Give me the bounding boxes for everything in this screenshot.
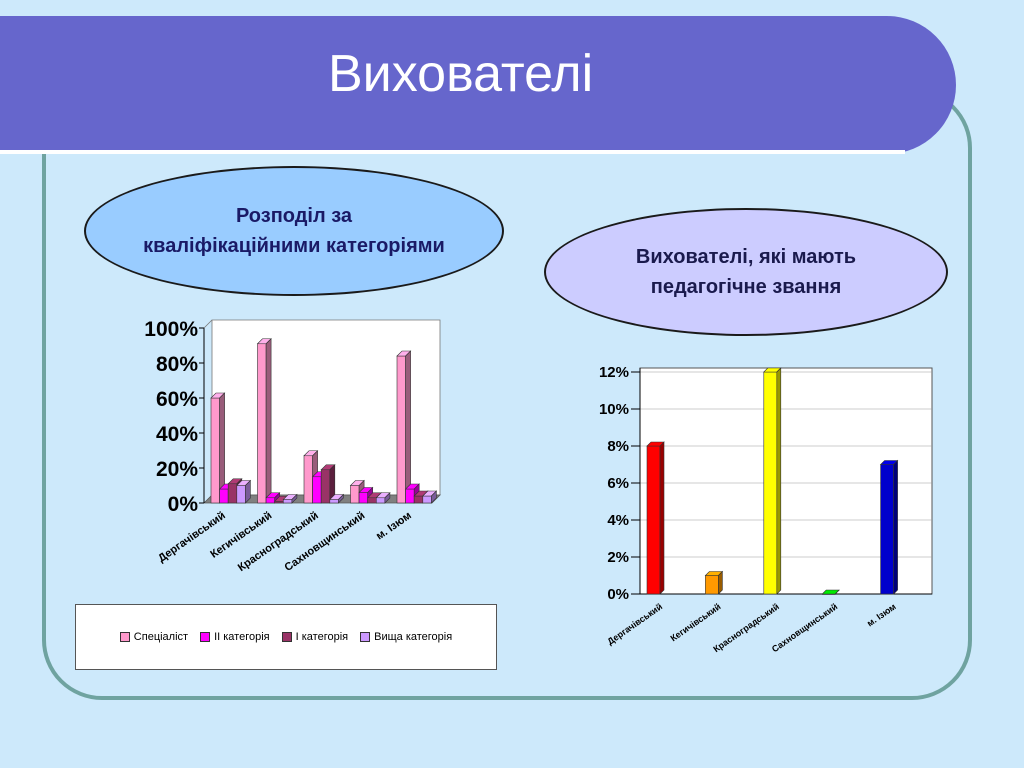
bar-4-front [880,464,894,595]
x-tick-label: Дергачівський [605,601,664,646]
bar-4-side [893,459,898,595]
y-tick-label: 20% [156,458,198,481]
y-tick-label: 60% [156,388,198,411]
title-bar [0,16,956,154]
bar-1-3 [282,493,298,504]
bar-2-front [763,371,778,595]
bar-0-3 [236,479,252,504]
bar-2-2 [320,464,336,504]
y-tick-label: 4% [607,512,629,529]
x-tick-label: м. Ізюм [865,601,898,628]
legend-label: Вища категорія [374,631,453,643]
bar-3 [821,589,840,595]
legend-label: І категорія [295,631,349,643]
y-tick-label: 8% [607,438,629,455]
bar-2 [763,367,782,595]
bar-0-front [646,445,661,595]
y-tick-label: 6% [607,475,629,492]
legend-item: І категорія [281,631,349,643]
bar-2-3 [329,493,345,504]
bar-1 [704,570,724,595]
slide-title: Вихователі [328,45,594,103]
bar-4 [879,459,899,595]
bar-2-side [776,367,782,595]
legend-swatch [360,632,371,642]
y-tick-label: 100% [144,318,198,341]
legend-label: ІІ категорія [214,631,270,643]
legend-item: Спеціаліст [119,631,189,643]
legend-swatch [119,632,130,642]
bar-3-3-side [384,492,391,504]
legend-item: Вища категорія [360,631,452,643]
y-axis-top-edge [203,319,213,329]
y-tick-label: 40% [156,423,198,446]
left-caption-ellipse: Розподіл за кваліфікаційними категоріями [84,166,504,296]
legend-label: Спеціаліст [133,631,189,643]
y-tick-label: 10% [599,401,629,418]
x-tick-label: Кегичівський [669,601,723,643]
legend-swatch [200,632,211,642]
y-tick-label: 0% [607,586,629,603]
right-caption-text: Вихователі, які мають педагогічне звання [635,246,857,298]
bar-2-3-side [338,493,344,504]
y-tick-label: 2% [607,549,629,566]
bar-0-0 [210,392,226,504]
right-caption-ellipse: Вихователі, які мають педагогічне звання [544,208,948,336]
y-tick-label: 12% [599,364,629,381]
legend-item: ІІ категорія [200,631,270,643]
left-caption-text: Розподіл за кваліфікаційними категоріями [143,205,445,257]
bar-1-3-side [291,493,298,504]
bar-1-front [705,575,719,595]
bar-3-side [834,589,840,595]
bar-4-3 [422,490,438,504]
bar-3-3 [375,492,391,504]
bar-0 [646,441,665,595]
y-tick-label: 0% [168,493,199,516]
bar-0-side [659,441,665,595]
chart-legend: Спеціаліст ІІ категорія І категорія Вища ка… [75,604,497,670]
bar-0-3-side [245,479,251,504]
bar-1-side [718,570,723,595]
title-underline [0,150,905,154]
y-tick-label: 80% [156,353,198,376]
bar-4-3-side [431,490,437,504]
legend-swatch [281,632,292,642]
